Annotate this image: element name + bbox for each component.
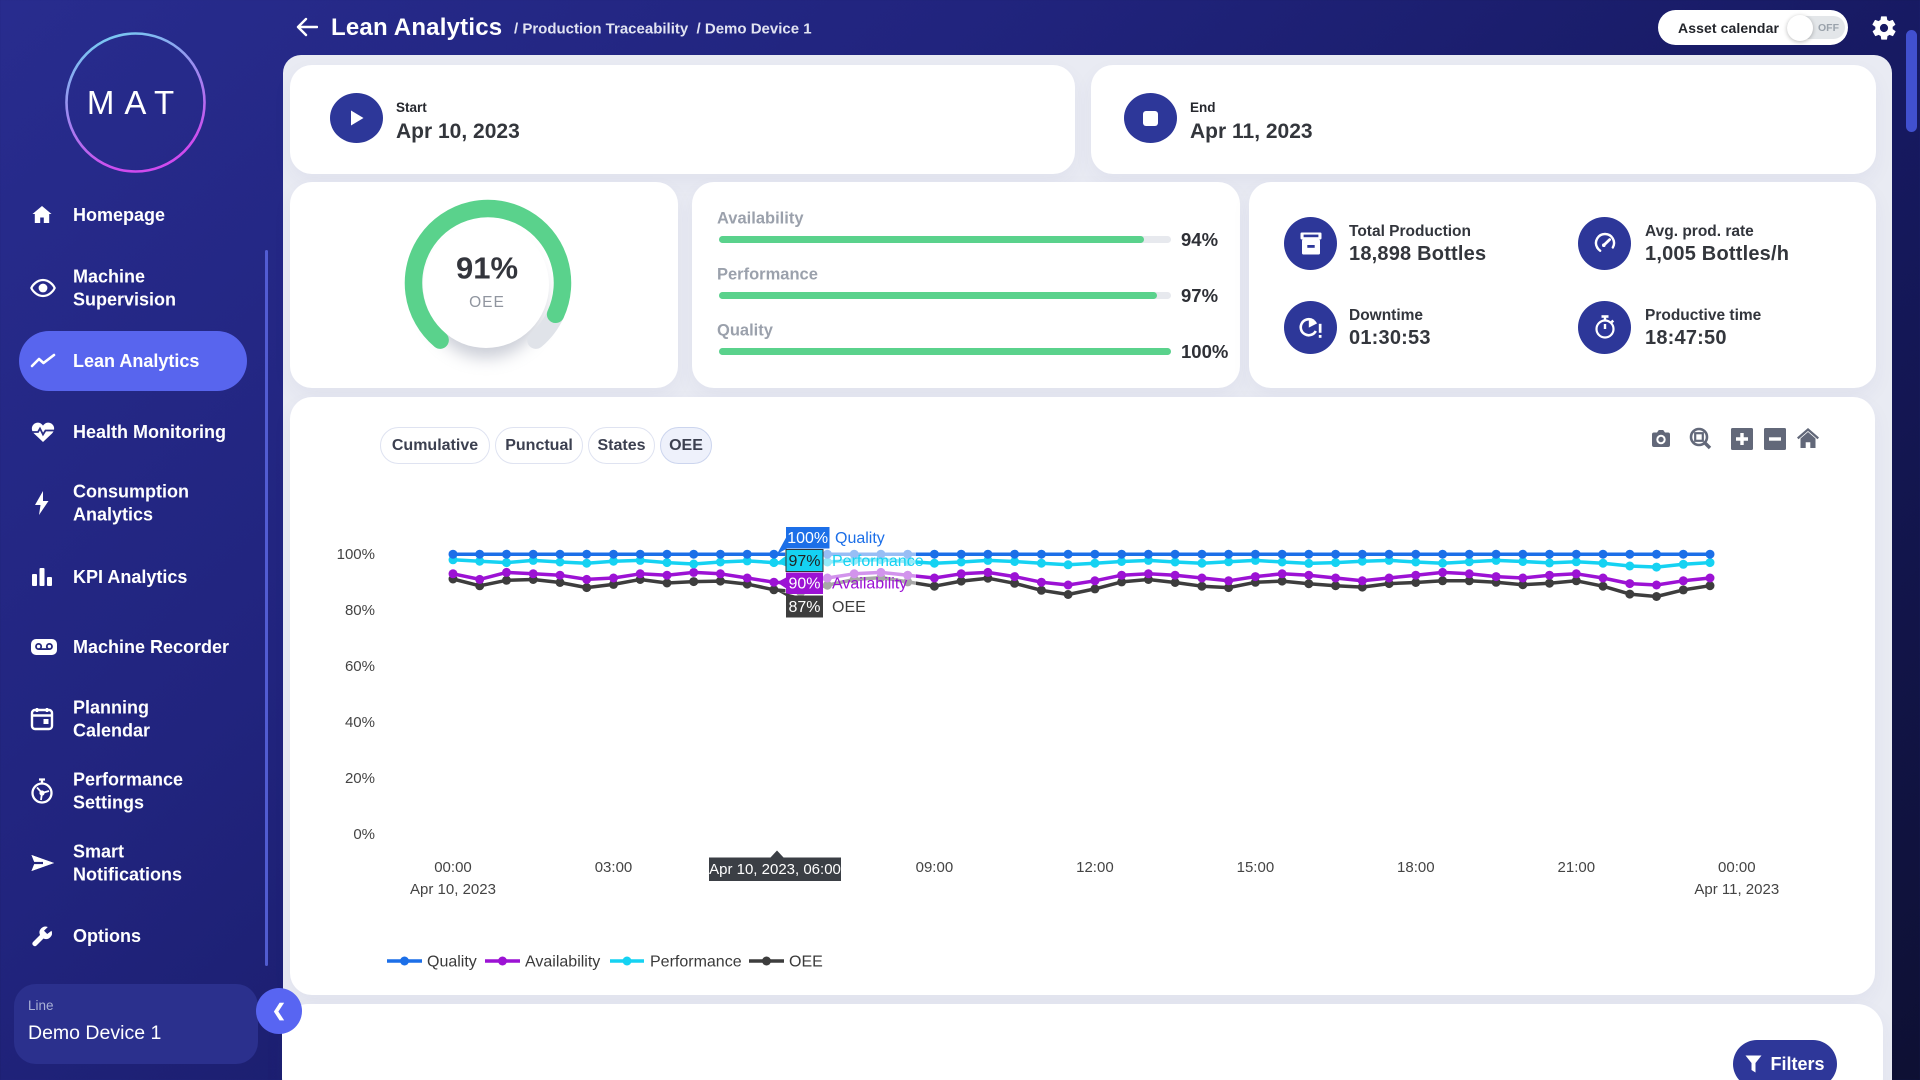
svg-text:OEE: OEE	[469, 294, 505, 311]
svg-text:00:00: 00:00	[434, 859, 472, 876]
svg-text:OEE: OEE	[789, 954, 823, 971]
svg-text:15:00: 15:00	[1237, 859, 1275, 876]
svg-text:87%: 87%	[788, 599, 820, 616]
svg-text:Apr 10, 2023, 06:00: Apr 10, 2023, 06:00	[709, 861, 841, 878]
svg-text:18:00: 18:00	[1397, 859, 1435, 876]
svg-text:90%: 90%	[788, 576, 820, 593]
svg-text:91%: 91%	[456, 251, 518, 286]
svg-text:Apr 10, 2023: Apr 10, 2023	[410, 881, 496, 898]
svg-text:00:00: 00:00	[1718, 859, 1756, 876]
svg-text:40%: 40%	[345, 714, 375, 731]
svg-text:OEE: OEE	[832, 599, 866, 616]
svg-text:100%: 100%	[787, 530, 828, 547]
svg-text:09:00: 09:00	[916, 859, 954, 876]
svg-text:Quality: Quality	[427, 954, 477, 971]
svg-text:Apr 11, 2023: Apr 11, 2023	[1694, 881, 1779, 898]
svg-text:0%: 0%	[353, 826, 375, 843]
svg-text:03:00: 03:00	[595, 859, 633, 876]
svg-text:Availability: Availability	[832, 576, 907, 593]
svg-text:Availability: Availability	[525, 954, 600, 971]
svg-text:MAT: MAT	[87, 84, 184, 121]
svg-text:97%: 97%	[788, 553, 820, 570]
svg-text:Performance: Performance	[832, 553, 924, 570]
svg-text:80%: 80%	[345, 602, 375, 619]
svg-text:12:00: 12:00	[1076, 859, 1114, 876]
svg-text:20%: 20%	[345, 770, 375, 787]
svg-text:Performance: Performance	[650, 954, 742, 971]
svg-text:21:00: 21:00	[1558, 859, 1596, 876]
svg-text:Quality: Quality	[835, 530, 885, 547]
svg-text:100%: 100%	[337, 546, 375, 563]
svg-text:60%: 60%	[345, 658, 375, 675]
